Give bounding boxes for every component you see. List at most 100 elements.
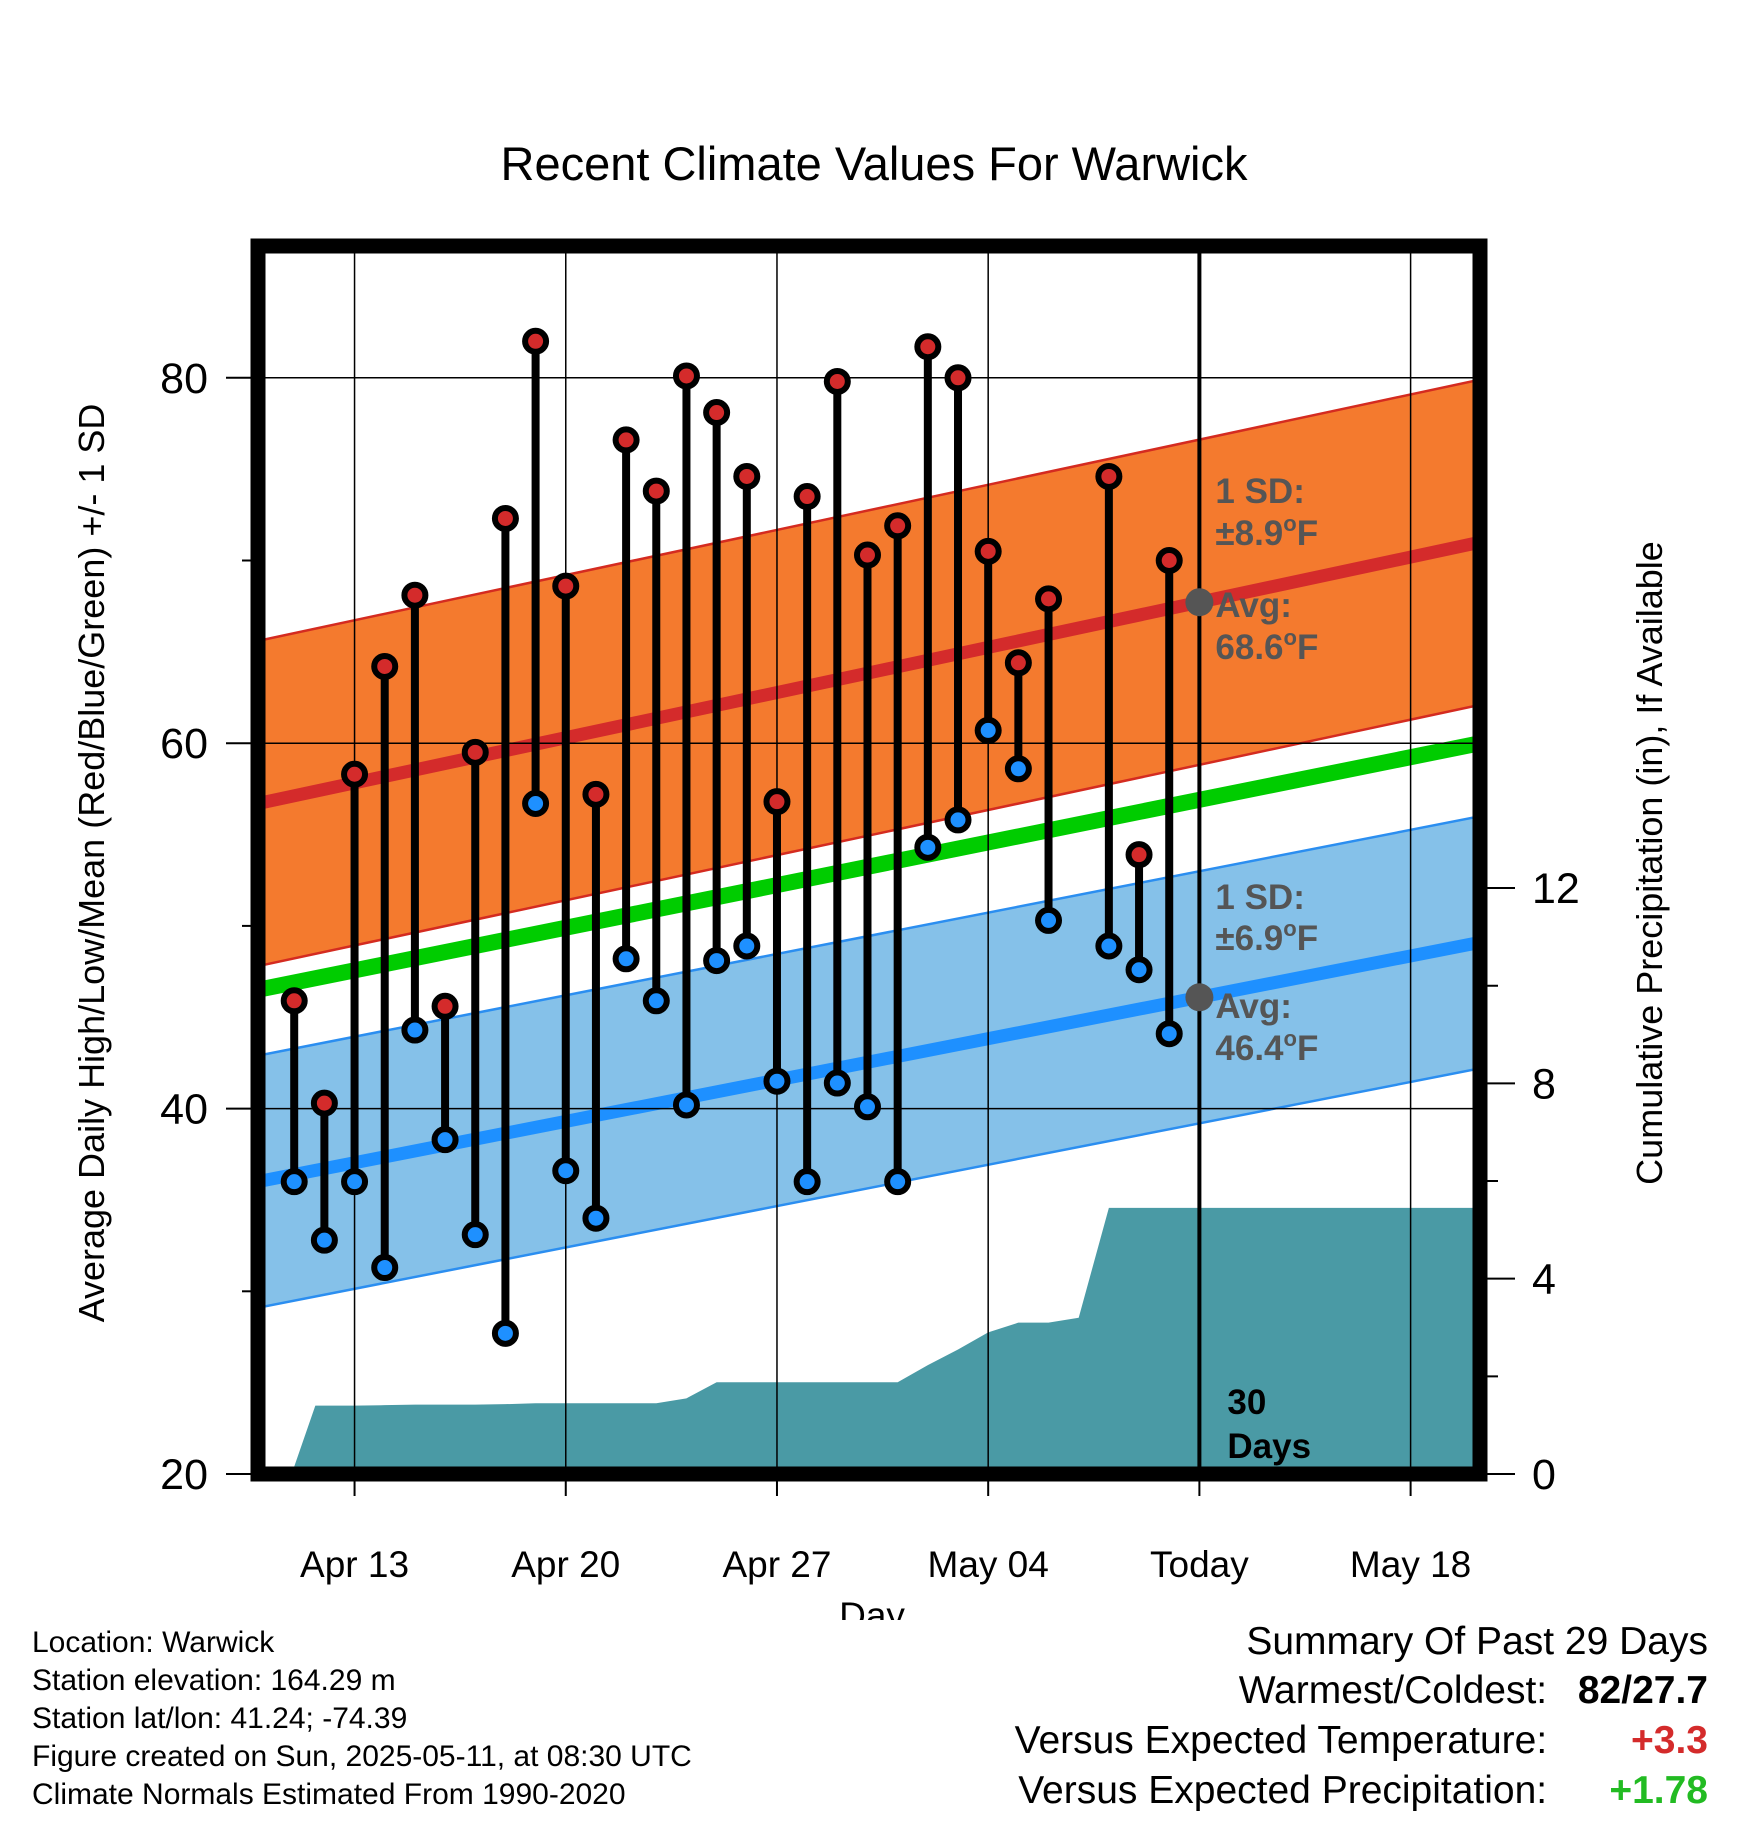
daily-low-point bbox=[1004, 755, 1032, 783]
x-axis-label: Day bbox=[839, 1595, 905, 1620]
daily-high-point bbox=[491, 504, 519, 532]
daily-high-point bbox=[974, 537, 1002, 565]
daily-low-point bbox=[884, 1168, 912, 1196]
daily-low-point bbox=[1155, 1020, 1183, 1048]
today-high-avg-marker bbox=[1185, 588, 1214, 617]
warmest-coldest-value: 82/27.7 bbox=[1577, 1669, 1708, 1712]
daily-high-point bbox=[522, 327, 550, 355]
daily-low-point bbox=[431, 1126, 459, 1154]
precip-anomaly-value: +1.78 bbox=[1609, 1769, 1708, 1812]
x-tick-label: Apr 27 bbox=[722, 1544, 831, 1585]
daily-low-point bbox=[1095, 932, 1123, 960]
daily-low-point bbox=[823, 1069, 851, 1097]
daily-low-point bbox=[371, 1254, 399, 1282]
daily-low-point bbox=[552, 1157, 580, 1185]
location-text: Location: Warwick bbox=[32, 1626, 275, 1659]
low-avg-value: 46.4oF bbox=[1215, 1026, 1318, 1068]
y2-tick-label: 8 bbox=[1532, 1060, 1556, 1108]
plot-content bbox=[258, 246, 1480, 1474]
daily-low-point bbox=[280, 1168, 308, 1196]
low-sd-value: ±6.9oF bbox=[1215, 916, 1318, 958]
summary-panel: Summary Of Past 29 Days Warmest/Coldest:… bbox=[1015, 1618, 1708, 1816]
x-tick-label: Today bbox=[1150, 1544, 1249, 1585]
y2-tick-label: 4 bbox=[1532, 1256, 1556, 1304]
daily-low-point bbox=[944, 806, 972, 834]
y2-tick-label: 12 bbox=[1532, 865, 1580, 913]
daily-low-point bbox=[1125, 956, 1153, 984]
high-sd-value: ±8.9oF bbox=[1215, 511, 1318, 553]
daily-low-point bbox=[401, 1016, 429, 1044]
daily-low-point bbox=[672, 1091, 700, 1119]
daily-low-point bbox=[793, 1168, 821, 1196]
warmest-coldest-label: Warmest/Coldest: bbox=[1238, 1669, 1548, 1712]
daily-low-point bbox=[582, 1204, 610, 1232]
latlon-text: Station lat/lon: 41.24; -74.39 bbox=[32, 1702, 408, 1735]
today-low-avg-marker bbox=[1185, 983, 1214, 1012]
daily-high-point bbox=[1155, 547, 1183, 574]
days-word-label: Days bbox=[1227, 1427, 1311, 1466]
x-tick-label: May 04 bbox=[928, 1544, 1049, 1585]
daily-high-point bbox=[1035, 585, 1063, 613]
daily-high-point bbox=[280, 987, 308, 1015]
daily-high-point bbox=[793, 483, 821, 511]
precip-anomaly-row: Versus Expected Precipitation: +1.78 bbox=[1015, 1766, 1708, 1816]
daily-low-point bbox=[733, 932, 761, 960]
daily-low-point bbox=[853, 1093, 881, 1121]
daily-low-point bbox=[703, 947, 731, 975]
y-axis-label: Average Daily High/Low/Mean (Red/Blue/Gr… bbox=[71, 404, 112, 1323]
daily-low-point bbox=[491, 1319, 519, 1347]
daily-low-point bbox=[461, 1221, 489, 1249]
y2-axis-label: Cumulative Precipitation (in), If Availa… bbox=[1629, 541, 1670, 1185]
elevation-text: Station elevation: 164.29 m bbox=[32, 1664, 396, 1697]
daily-high-point bbox=[431, 992, 459, 1020]
high-sd-label: 1 SD: bbox=[1215, 472, 1304, 511]
chart-title: Recent Climate Values For Warwick bbox=[501, 137, 1248, 190]
daily-high-point bbox=[552, 572, 580, 600]
daily-high-point bbox=[1095, 462, 1123, 490]
coldest-value: 27.7 bbox=[1632, 1669, 1708, 1712]
warmest-coldest-row: Warmest/Coldest: 82/27.7 bbox=[1015, 1666, 1708, 1716]
low-sd-label: 1 SD: bbox=[1215, 878, 1304, 917]
precip-anomaly-label: Versus Expected Precipitation: bbox=[1018, 1769, 1548, 1812]
temp-anomaly-row: Versus Expected Temperature: +3.3 bbox=[1015, 1716, 1708, 1766]
warmest-value: 82 bbox=[1577, 1669, 1622, 1712]
daily-low-point bbox=[763, 1067, 791, 1095]
daily-low-point bbox=[914, 833, 942, 861]
daily-low-point bbox=[974, 716, 1002, 744]
daily-low-point bbox=[522, 789, 550, 817]
high-avg-value: 68.6oF bbox=[1215, 625, 1318, 667]
x-tick-label: May 18 bbox=[1350, 1544, 1471, 1585]
y2-tick-label: 0 bbox=[1532, 1451, 1556, 1499]
daily-high-point bbox=[642, 477, 670, 505]
x-tick-label: Apr 20 bbox=[511, 1544, 620, 1585]
x-tick-label: Apr 13 bbox=[300, 1544, 409, 1585]
climate-chart: Recent Climate Values For Warwick 1 SD:±… bbox=[71, 137, 1670, 1620]
summary-title: Summary Of Past 29 Days bbox=[1246, 1620, 1708, 1663]
daily-low-point bbox=[612, 945, 640, 973]
daily-high-point bbox=[823, 367, 851, 395]
daily-high-point bbox=[944, 364, 972, 392]
temp-anomaly-value: +3.3 bbox=[1631, 1719, 1708, 1762]
created-text: Figure created on Sun, 2025-05-11, at 08… bbox=[32, 1740, 692, 1773]
station-info: Location: Warwick Station elevation: 164… bbox=[32, 1624, 692, 1814]
daily-high-point bbox=[461, 738, 489, 766]
y-tick-label: 60 bbox=[160, 720, 208, 768]
high-avg-label: Avg: bbox=[1215, 586, 1291, 625]
daily-high-point bbox=[884, 512, 912, 540]
daily-high-point bbox=[612, 426, 640, 454]
daily-high-point bbox=[914, 333, 942, 361]
y-tick-label: 40 bbox=[160, 1086, 208, 1134]
daily-high-point bbox=[672, 362, 700, 390]
daily-low-point bbox=[310, 1226, 338, 1254]
temp-anomaly-label: Versus Expected Temperature: bbox=[1014, 1719, 1548, 1762]
days-count-label: 30 bbox=[1227, 1383, 1266, 1422]
daily-high-point bbox=[341, 760, 369, 788]
y-tick-label: 20 bbox=[160, 1451, 208, 1499]
low-avg-label: Avg: bbox=[1215, 987, 1291, 1026]
daily-high-point bbox=[310, 1089, 338, 1117]
daily-high-point bbox=[371, 652, 399, 680]
precip-area bbox=[258, 1207, 1480, 1474]
daily-low-point bbox=[642, 987, 670, 1015]
daily-low-point bbox=[1035, 906, 1063, 934]
